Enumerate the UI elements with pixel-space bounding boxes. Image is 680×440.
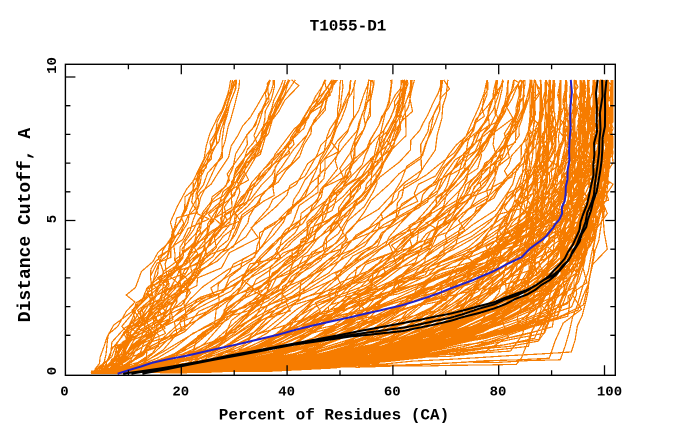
svg-text:80: 80 [490, 385, 507, 401]
svg-text:0: 0 [45, 367, 61, 375]
svg-text:20: 20 [172, 385, 189, 401]
svg-text:60: 60 [384, 385, 401, 401]
svg-text:5: 5 [45, 215, 61, 223]
svg-text:T1055-D1: T1055-D1 [310, 18, 387, 36]
svg-text:100: 100 [597, 385, 622, 401]
svg-text:Percent of Residues (CA): Percent of Residues (CA) [219, 407, 449, 425]
svg-text:40: 40 [278, 385, 295, 401]
svg-text:Distance Cutoff, A: Distance Cutoff, A [16, 128, 36, 323]
svg-text:10: 10 [45, 57, 61, 74]
svg-text:0: 0 [60, 385, 68, 401]
